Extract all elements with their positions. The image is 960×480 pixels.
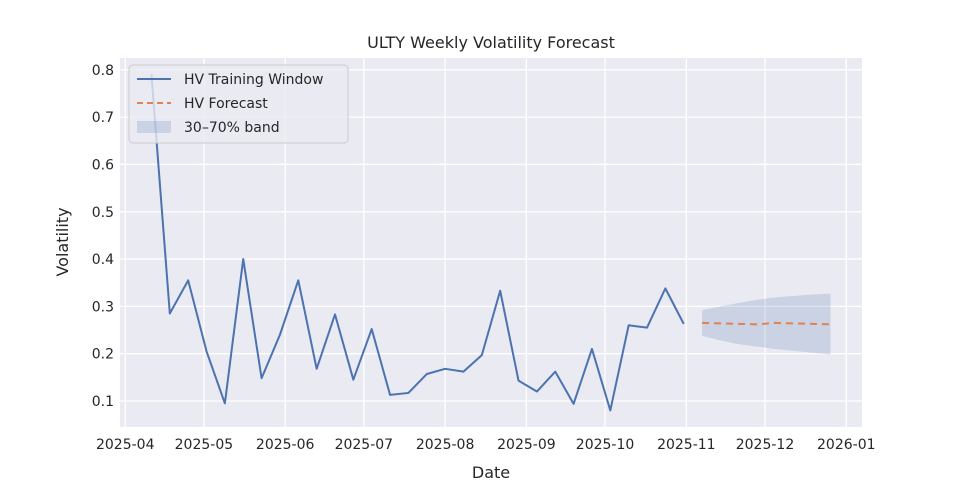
ticks: 2025-04 2025-05 2025-06 2025-07 2025-08 2025-…: [92, 63, 876, 453]
x-tick-label: 2025-05: [175, 437, 234, 453]
legend-label-band: 30–70% band: [184, 120, 280, 136]
x-tick-label: 2026-01: [817, 437, 876, 453]
x-axis-label: Date: [472, 463, 510, 480]
x-tick-label: 2025-10: [576, 437, 635, 453]
forecast-line: [702, 321, 831, 326]
y-tick-label: 0.6: [92, 157, 114, 173]
y-tick-label: 0.1: [92, 394, 114, 410]
x-tick-label: 2025-07: [335, 437, 394, 453]
legend-label-forecast: HV Forecast: [184, 96, 268, 112]
y-tick-label: 0.4: [92, 252, 114, 268]
x-tick-label: 2025-09: [497, 437, 556, 453]
x-tick-label: 2025-12: [736, 437, 795, 453]
chart-title: ULTY Weekly Volatility Forecast: [367, 33, 615, 52]
x-tick-label: 2025-04: [96, 437, 155, 453]
y-axis-label: Volatility: [53, 207, 72, 276]
x-tick-label: 2025-11: [657, 437, 716, 453]
legend-label-training: HV Training Window: [184, 72, 323, 88]
legend-box: [128, 64, 349, 144]
legend: HV Training Window HV Forecast 30–70% ba…: [128, 64, 349, 144]
series-lines: [150, 74, 831, 412]
y-tick-label: 0.2: [92, 347, 114, 363]
y-tick-label: 0.3: [92, 299, 114, 315]
y-tick-label: 0.7: [92, 110, 114, 126]
y-tick-label: 0.5: [92, 205, 114, 221]
training-line: [150, 74, 685, 412]
x-tick-label: 2025-08: [416, 437, 475, 453]
y-tick-label: 0.8: [92, 63, 114, 79]
x-tick-label: 2025-06: [256, 437, 315, 453]
legend-swatch-band: [137, 121, 171, 133]
